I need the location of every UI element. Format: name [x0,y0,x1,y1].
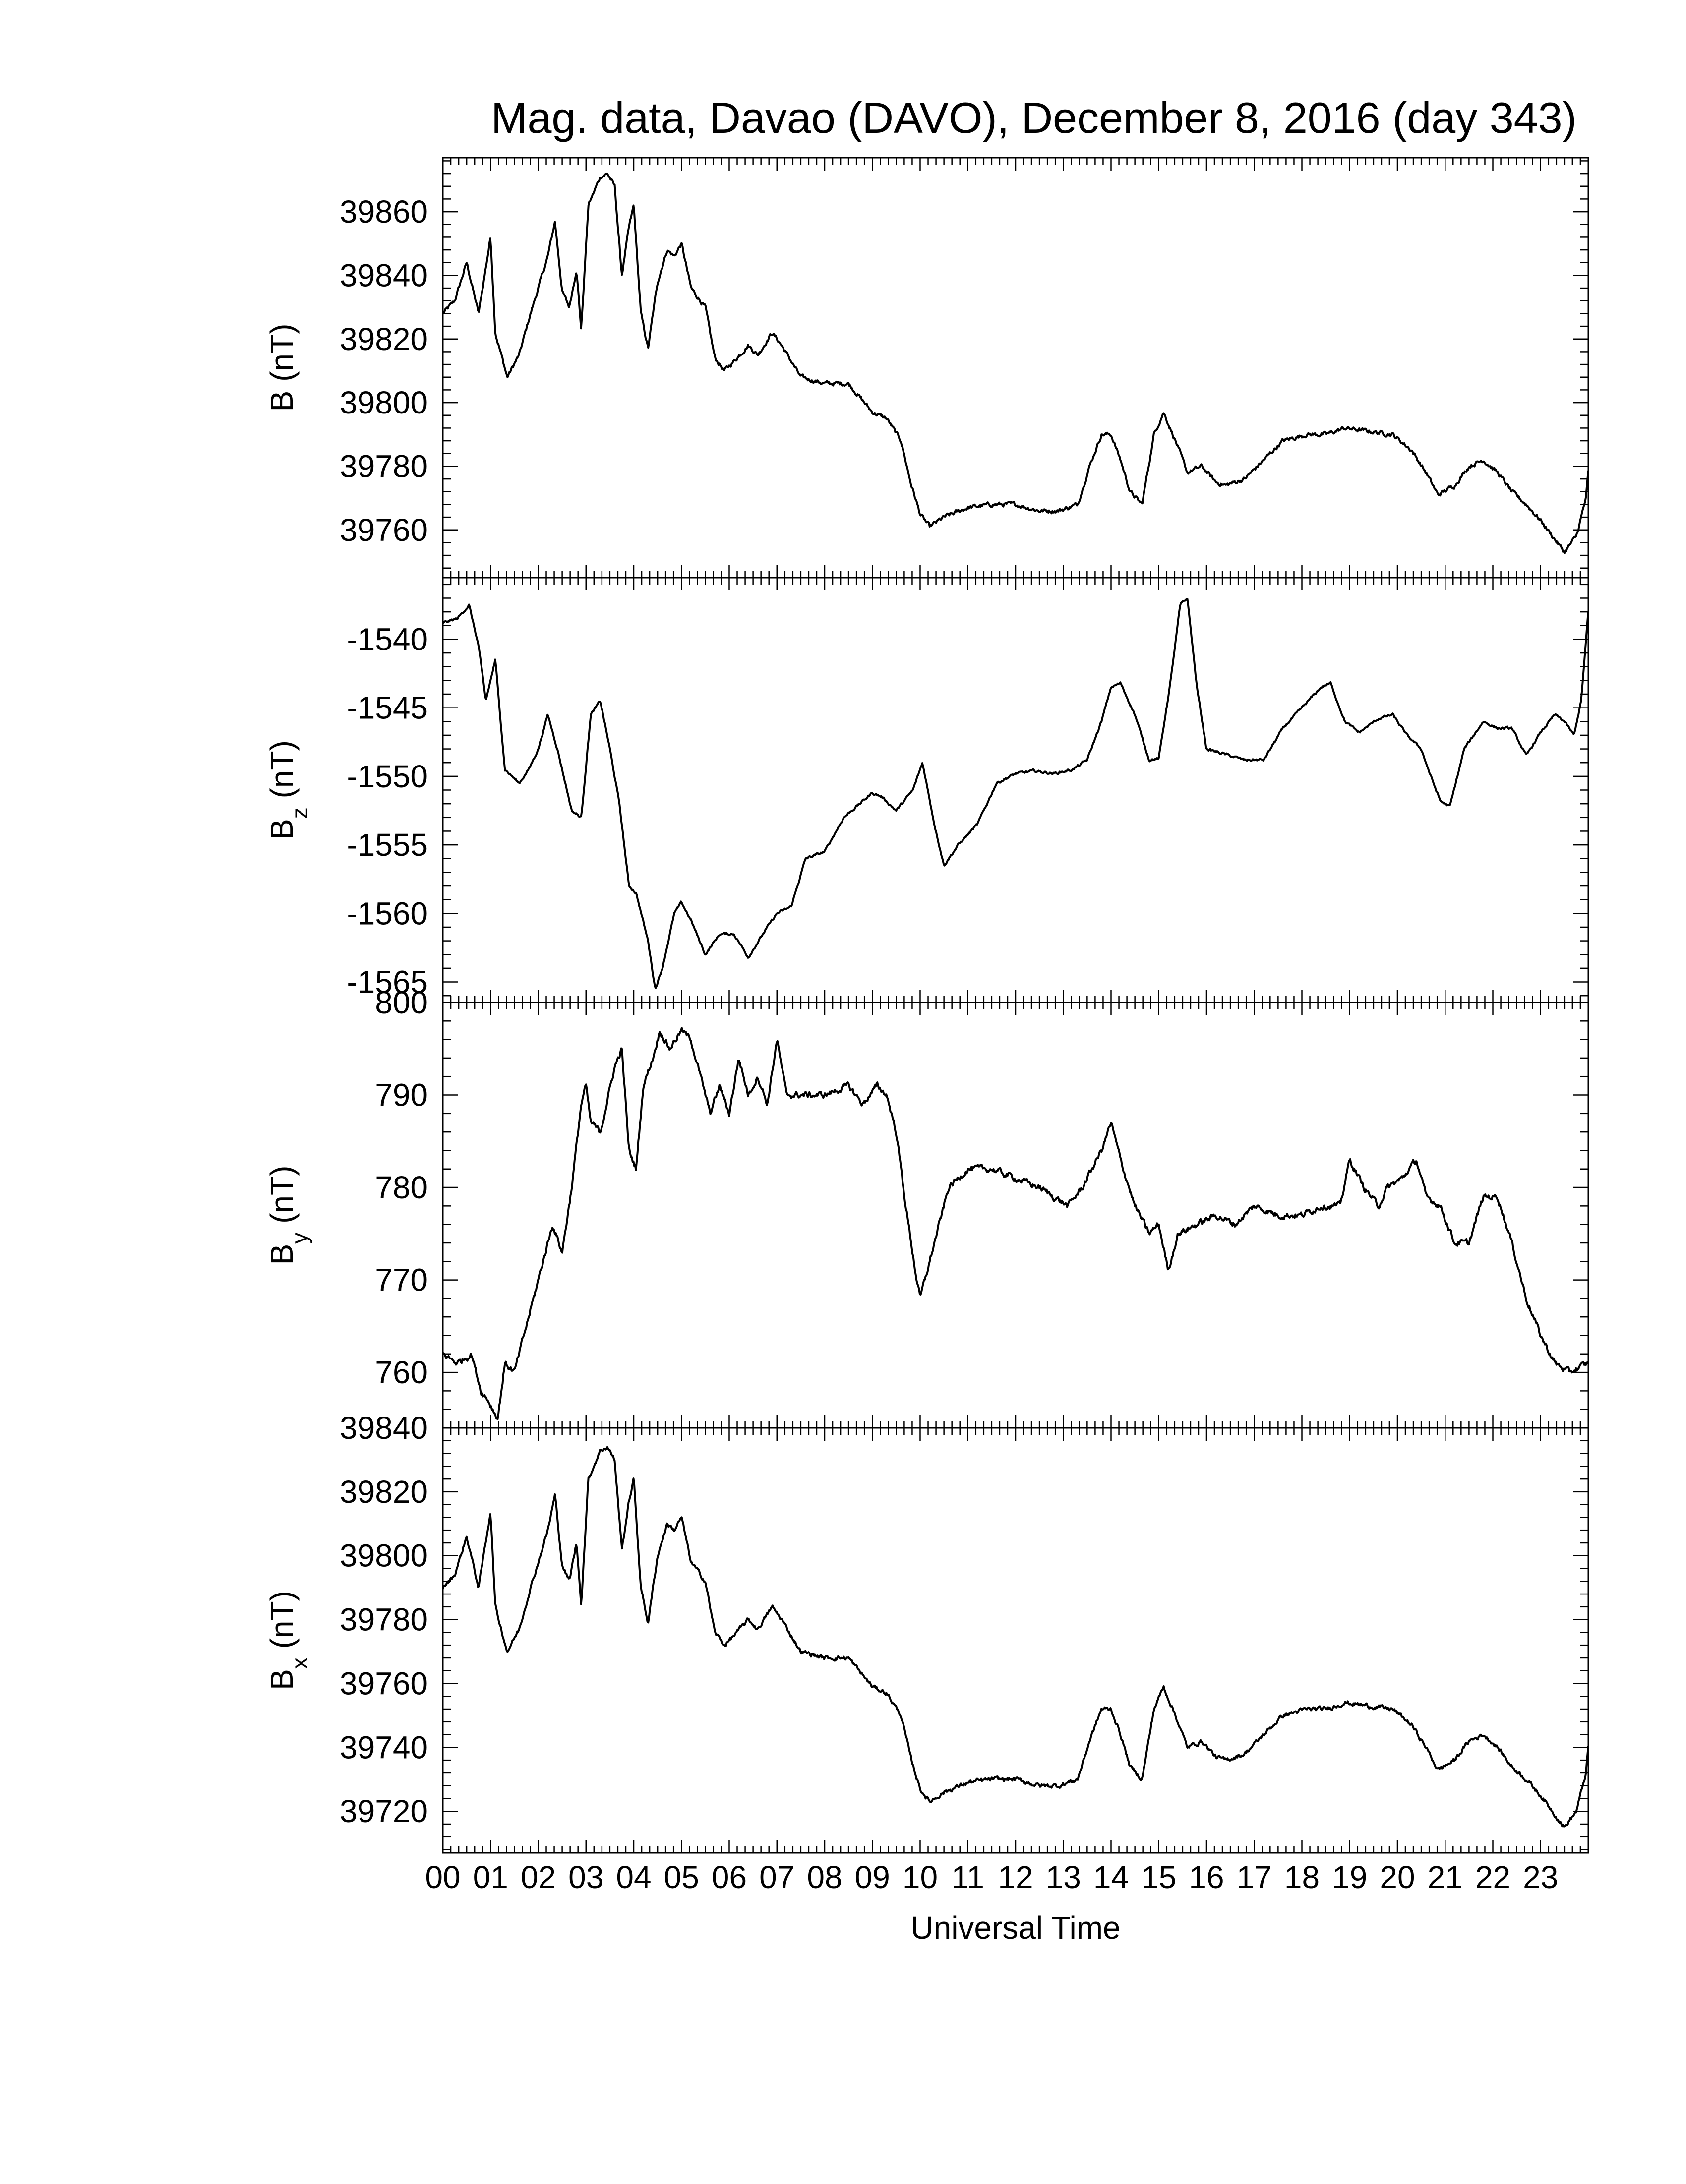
series-line-Bz [442,598,1589,989]
y-tick-label: 39840 [340,1410,428,1446]
x-tick-label: 18 [1284,1859,1320,1895]
y-tick-label: 39780 [340,1602,428,1638]
panels-layer: 39760 39780 39800 39820 39840 39860 B (nT) -156… [264,157,1589,1854]
y-tick-label: 39760 [340,1665,428,1701]
y-tick-label: 39800 [340,1538,428,1574]
x-tick-label: 20 [1380,1859,1415,1895]
y-axis-label-Bx: Bx (nT) [264,1591,312,1690]
y-tick-label: 39860 [340,194,428,230]
panel-B: 39760 39780 39800 39820 39840 39860 B (nT) [264,157,1589,579]
y-tick-label: 39760 [340,512,428,548]
x-tick-label: 21 [1428,1859,1463,1895]
panel-By: 760 770 780 790 800 By (nT) [264,985,1589,1429]
y-tick-label: 770 [375,1262,428,1298]
x-tick-label: 23 [1523,1859,1558,1895]
y-tick-label: 39820 [340,1474,428,1510]
x-tick-label: 16 [1189,1859,1224,1895]
y-tick-label: 790 [375,1077,428,1113]
y-tick-label: -1540 [347,621,428,657]
x-tick-label: 14 [1093,1859,1129,1895]
x-tick-label: 00 [425,1859,460,1895]
x-tick-label: 13 [1046,1859,1081,1895]
chart-title: Mag. data, Davao (DAVO), December 8, 201… [491,93,1577,142]
series-line-Bx [442,1446,1589,1828]
x-tick-label: 06 [712,1859,747,1895]
x-tick-label: 07 [759,1859,794,1895]
panel-frame [442,157,1589,579]
y-tick-label: 39740 [340,1729,428,1765]
x-axis-label: Universal Time [910,1910,1120,1946]
y-tick-label: 780 [375,1170,428,1205]
x-axis: 00 01 02 03 04 05 06 07 08 09 10 11 12 13 14 15 16 17 18 19… [425,1859,1558,1895]
x-tick-label: 03 [568,1859,603,1895]
y-tick-label: 39720 [340,1793,428,1829]
x-tick-label: 09 [855,1859,890,1895]
y-tick-label: -1545 [347,690,428,726]
x-tick-label: 12 [998,1859,1033,1895]
x-tick-label: 17 [1237,1859,1272,1895]
panel-frame [442,577,1589,1003]
y-tick-label: 39820 [340,321,428,357]
y-tick-label: 39800 [340,385,428,420]
x-tick-label: 19 [1332,1859,1367,1895]
y-tick-label: -1555 [347,827,428,863]
panel-Bx: 39720 39740 39760 39780 39800 39820 39840 Bx (n… [264,1410,1589,1854]
y-tick-label: 39840 [340,257,428,293]
series-line-B [442,172,1589,554]
x-tick-label: 02 [521,1859,556,1895]
y-tick-label: -1565 [347,964,428,1000]
x-tick-label: 11 [952,1859,984,1895]
y-tick-label: 760 [375,1355,428,1390]
y-tick-label: 39780 [340,448,428,484]
y-tick-label: 800 [375,985,428,1020]
y-axis-label-By: By (nT) [264,1166,312,1265]
series-line-By [442,1027,1589,1420]
panel-Bz: -1565 -1560 -1555 -1550 -1545 -1540 Bz (nT) [264,577,1589,1003]
x-tick-label: 04 [616,1859,651,1895]
x-tick-label: 01 [473,1859,508,1895]
x-tick-label: 15 [1141,1859,1176,1895]
x-tick-label: 05 [664,1859,699,1895]
y-tick-label: -1550 [347,759,428,794]
panel-frame [442,1427,1589,1854]
x-tick-label: 10 [903,1859,938,1895]
x-tick-label: 22 [1475,1859,1510,1895]
y-tick-label: -1560 [347,895,428,931]
y-axis-label-Bz: Bz (nT) [264,740,312,840]
x-tick-label: 08 [807,1859,842,1895]
y-axis-label-B: B (nT) [264,324,300,412]
